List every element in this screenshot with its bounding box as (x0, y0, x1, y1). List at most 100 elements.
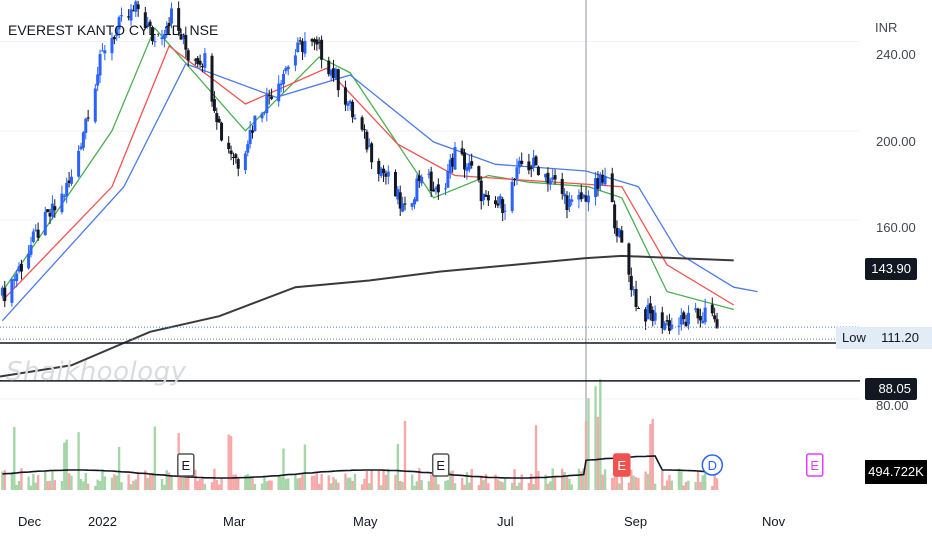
volume-bar (370, 469, 373, 490)
candle-body (584, 195, 588, 202)
ma_fast-line (1, 26, 734, 311)
candle-body (503, 210, 507, 212)
last-price-badge: 143.90 (865, 258, 917, 280)
candle-body (544, 173, 548, 178)
candle-body (332, 68, 336, 79)
candle-body (420, 176, 424, 184)
candle-body (148, 21, 152, 26)
volume-bar (134, 479, 137, 490)
moving-averages (0, 26, 758, 378)
volume-bar (615, 471, 619, 490)
candle-body (665, 320, 669, 322)
candle-body (19, 263, 23, 272)
volume-bar (713, 471, 716, 490)
volume-bar (596, 416, 600, 490)
candle-body (632, 289, 636, 291)
candle-body (393, 171, 397, 197)
candle-body (586, 195, 590, 203)
candle-body (565, 195, 569, 210)
candle-body (582, 194, 586, 198)
volume-bar (665, 480, 669, 490)
candle-body (10, 279, 14, 303)
price-tick: 200.00 (876, 134, 916, 149)
candle-body (636, 308, 640, 310)
candle-body (413, 199, 417, 205)
candle-body (534, 156, 538, 166)
candle-body (346, 103, 350, 106)
price-tick: 240.00 (876, 47, 916, 62)
volume-bar (246, 474, 249, 490)
volume-bar (15, 485, 18, 490)
volume-bar (644, 471, 647, 490)
candle-body (496, 203, 500, 206)
volume-bar (346, 477, 350, 490)
candle-body (443, 188, 447, 190)
volume-bar (410, 474, 414, 490)
volume-bar (468, 482, 471, 490)
candle-body (234, 154, 238, 159)
candle-body (463, 152, 467, 170)
candle-body (513, 178, 517, 181)
volume-bar (313, 475, 316, 490)
volume-bar (703, 468, 707, 490)
volume-bar (603, 469, 607, 490)
volume-bar (234, 474, 238, 490)
volume-bar (17, 480, 21, 490)
event-label: D (708, 458, 717, 473)
volume-bar (1, 471, 4, 490)
candle-body (677, 325, 681, 327)
volume-bar (220, 477, 223, 490)
candle-body (710, 304, 714, 314)
volume-bar (544, 474, 547, 490)
candle-body (510, 181, 514, 212)
candle-body (603, 175, 607, 185)
volume-bar (699, 481, 702, 490)
volume-bar (499, 480, 502, 490)
candle-body (494, 200, 498, 205)
candle-body (327, 60, 331, 75)
candle-body (465, 167, 469, 171)
candle-body (17, 266, 21, 272)
volume-bar (315, 472, 319, 490)
candle-body (260, 113, 264, 119)
candle-body (348, 100, 352, 104)
candle-body (217, 118, 221, 123)
volume-bar (179, 474, 183, 490)
volume-bar (618, 483, 621, 490)
volume-bar (711, 485, 714, 490)
volume-bar (63, 442, 66, 490)
volume-bar (470, 469, 473, 490)
volume-bar (184, 475, 188, 490)
candle-body (200, 66, 204, 68)
candle-body (160, 37, 164, 40)
volume-bar (415, 481, 419, 490)
volume-bar (277, 475, 280, 490)
candle-body (150, 27, 154, 42)
candle-body (153, 41, 157, 43)
candles (0, 0, 719, 335)
candle-body (482, 193, 486, 201)
volume-bar (611, 478, 614, 490)
volume-bar (518, 482, 521, 490)
volume-bar (82, 481, 85, 490)
candle-body (196, 58, 200, 64)
candle-body (467, 162, 471, 170)
volume-bar (98, 480, 102, 490)
volume-bar (136, 471, 140, 490)
volume-bar (117, 446, 121, 490)
volume-bar (646, 474, 650, 490)
volume-bar (167, 472, 171, 490)
candle-body (696, 308, 700, 319)
volume-bar (601, 474, 604, 490)
volume-bar (146, 477, 149, 490)
candle-body (486, 195, 490, 201)
volume-bar (680, 471, 683, 490)
candle-body (679, 315, 683, 325)
candle-body (143, 12, 147, 29)
volume-bar (32, 473, 35, 490)
candle-body (184, 34, 188, 50)
volume-bar (310, 475, 314, 490)
volume-bar (251, 477, 254, 490)
volume-bar (186, 477, 190, 490)
